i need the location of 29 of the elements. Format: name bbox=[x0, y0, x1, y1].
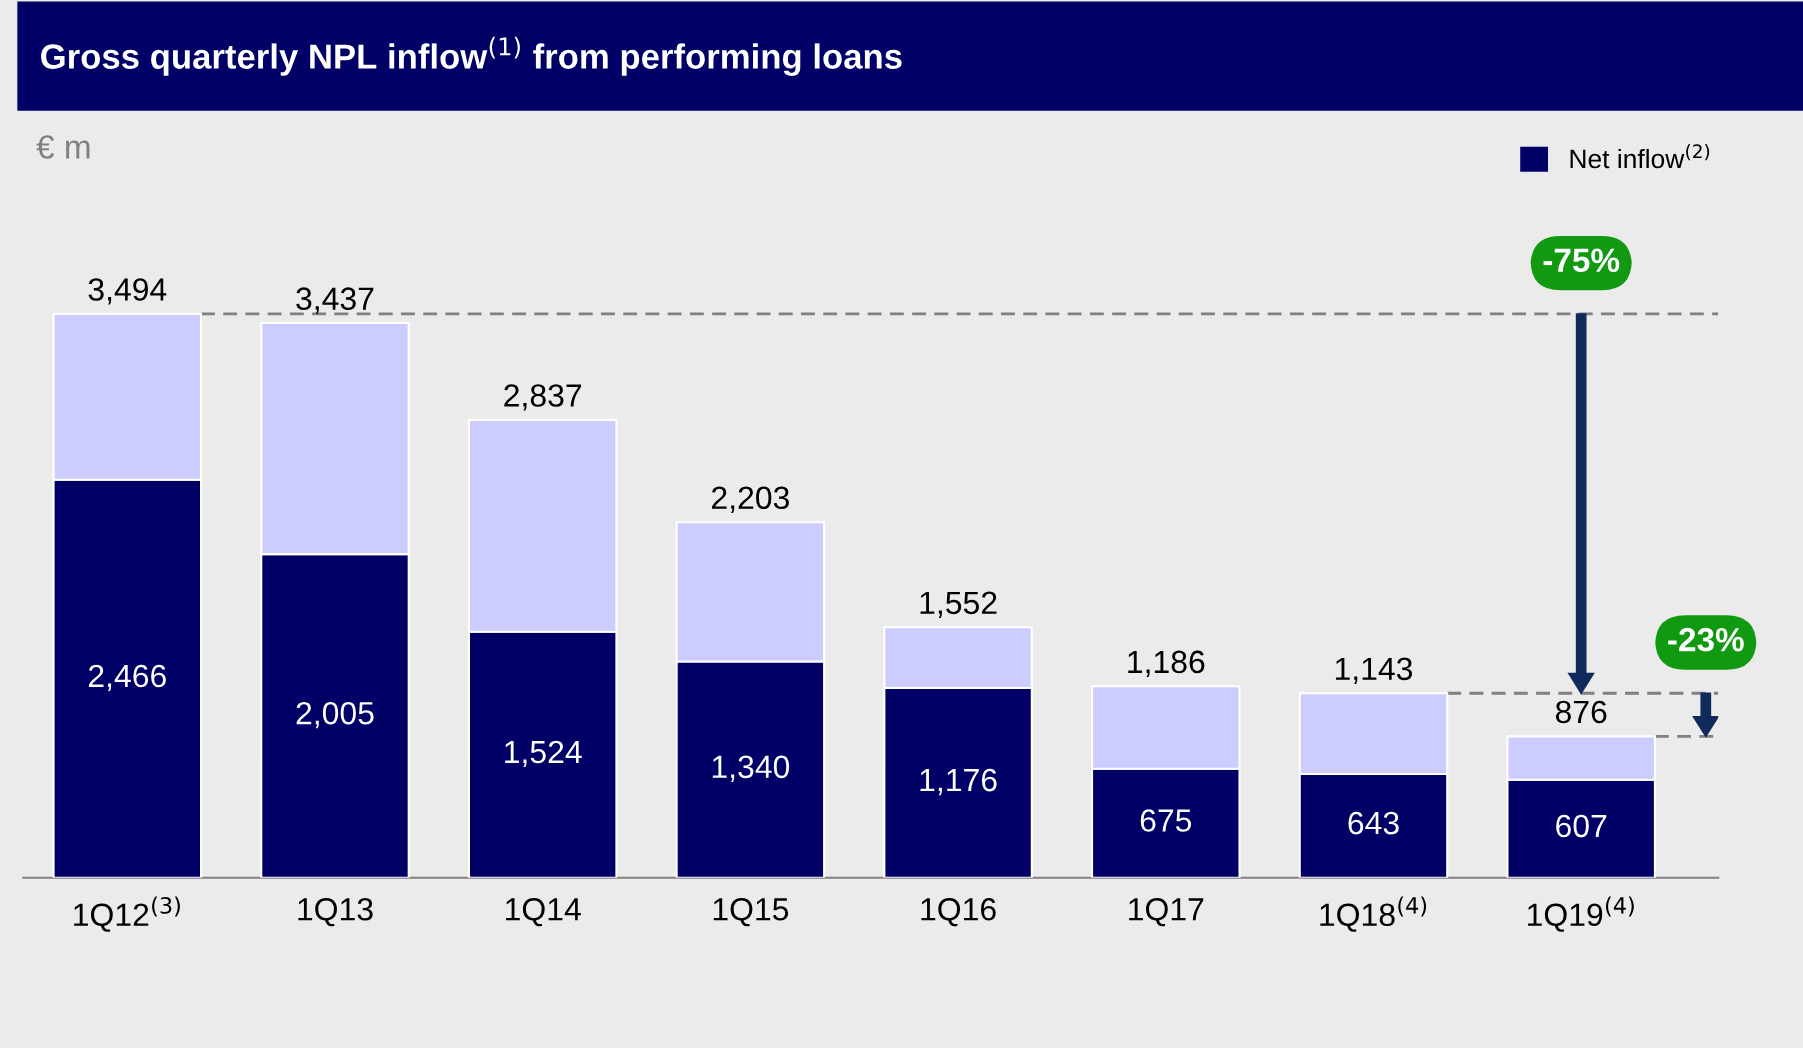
x-tick-label: 1Q14 bbox=[506, 897, 581, 927]
total-label: 3,437 bbox=[296, 287, 374, 314]
legend-label: Net inflow$^{(2)}$ bbox=[1570, 143, 1710, 169]
total-label: 2,837 bbox=[504, 384, 582, 411]
text: -75% bbox=[1543, 248, 1620, 273]
data-label: 1,524 bbox=[505, 740, 582, 768]
text: € m bbox=[36, 135, 90, 159]
data-label: 607 bbox=[1556, 814, 1607, 838]
data-label: 2,005 bbox=[296, 701, 374, 729]
total-label: 1,143 bbox=[1335, 657, 1413, 684]
x-tick-label: 1Q16 bbox=[921, 897, 996, 927]
x-tick-label: 1Q12$^{(3)}$ bbox=[74, 896, 180, 932]
data-label: 2,466 bbox=[88, 664, 166, 692]
total-label: 876 bbox=[1555, 700, 1607, 724]
total-label: 3,494 bbox=[88, 278, 167, 305]
total-label: 1,186 bbox=[1128, 650, 1205, 678]
x-tick-label: 1Q13 bbox=[298, 897, 373, 927]
data-label: 675 bbox=[1140, 809, 1192, 832]
x-tick-label: 1Q17 bbox=[1129, 897, 1204, 927]
x-tick-label: 1Q18$^{(4)}$ bbox=[1320, 896, 1427, 932]
data-label: 643 bbox=[1348, 811, 1399, 835]
data-label: 1,176 bbox=[920, 768, 997, 796]
x-tick-label: 1Q19$^{(4)}$ bbox=[1528, 896, 1634, 932]
annotation: -23% bbox=[1668, 627, 1744, 652]
chart-title: Gross quarterly NPL inflow$^{(1)}$ from performing loans bbox=[41, 36, 902, 76]
x-tick-label: 1Q15 bbox=[713, 897, 789, 927]
total-label: 1,552 bbox=[920, 591, 997, 618]
data-label: 1,340 bbox=[712, 755, 790, 782]
total-label: 2,203 bbox=[712, 486, 789, 513]
